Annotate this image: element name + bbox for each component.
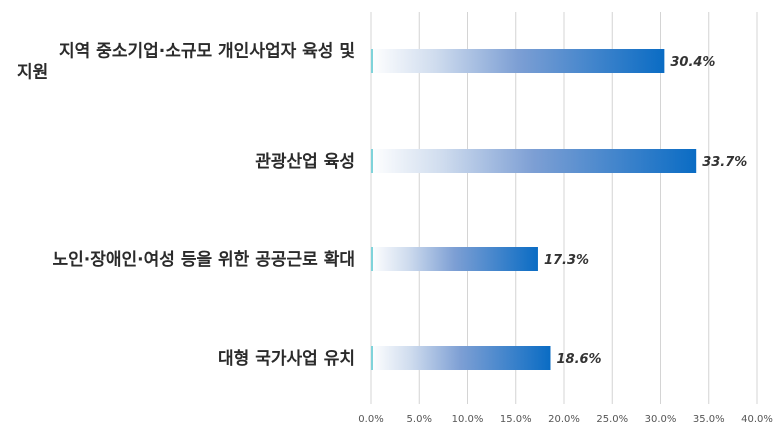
data-label: 30.4%: [670, 55, 715, 70]
data-label: 33.7%: [702, 155, 747, 170]
x-tick-label: 5.0%: [407, 414, 432, 425]
x-tick-label: 40.0%: [741, 414, 773, 425]
x-tick-label: 0.0%: [358, 414, 383, 425]
bar-edge: [371, 49, 373, 73]
bar-edge: [371, 247, 373, 271]
bar: [371, 247, 538, 271]
x-tick-label: 25.0%: [596, 414, 628, 425]
bar: [371, 149, 697, 173]
gridlines: [370, 12, 758, 404]
x-axis-ticks: 0.0% 5.0% 10.0% 15.0% 20.0% 25.0% 30.0% 35.0% 40…: [358, 414, 773, 425]
bar: [371, 346, 551, 370]
x-tick-label: 20.0%: [548, 414, 580, 425]
x-tick-label: 30.0%: [645, 414, 677, 425]
bar-edge: [371, 346, 373, 370]
x-tick-label: 35.0%: [693, 414, 725, 425]
bars: [371, 49, 697, 370]
category-label: 대형 국가사업 유치: [218, 348, 355, 369]
category-label: 관광산업 육성: [255, 152, 355, 172]
data-labels: 30.4% 33.7% 17.3% 18.6%: [544, 55, 747, 367]
category-label: 노인·장애인·여성 등을 위한 공공근로 확대: [53, 250, 355, 270]
category-label: 지역 중소기업·소규모 개인사업자 육성 및: [59, 42, 355, 62]
x-tick-label: 15.0%: [500, 414, 532, 425]
category-label: 지원: [17, 63, 48, 83]
bar: [371, 49, 665, 73]
bar-edge: [371, 149, 373, 173]
data-label: 18.6%: [556, 352, 601, 367]
x-tick-label: 10.0%: [452, 414, 484, 425]
data-label: 17.3%: [544, 253, 589, 268]
